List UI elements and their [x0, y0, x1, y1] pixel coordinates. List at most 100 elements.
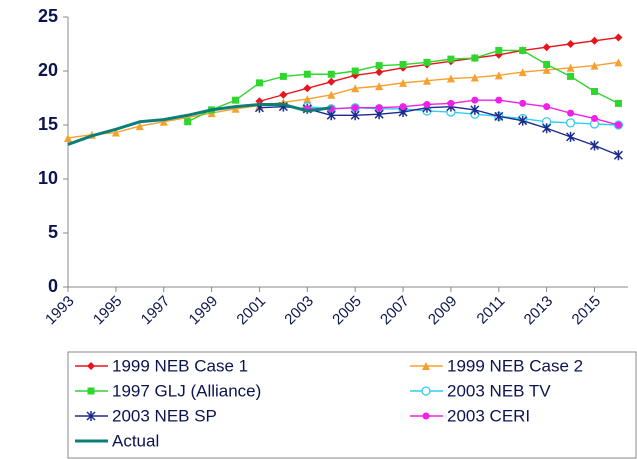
- marker: [423, 100, 431, 108]
- marker: [447, 99, 455, 107]
- marker: [590, 61, 599, 70]
- marker: [327, 70, 335, 78]
- marker: [135, 122, 144, 131]
- marker: [327, 77, 336, 86]
- series-line: [259, 105, 619, 156]
- y-tick-label: 10: [38, 168, 58, 188]
- y-tick-label: 15: [38, 114, 58, 134]
- marker: [589, 140, 600, 151]
- marker: [565, 118, 576, 128]
- marker: [470, 73, 479, 82]
- marker: [303, 84, 312, 93]
- series-line: [67, 61, 619, 139]
- x-tick-label: 2001: [233, 293, 269, 329]
- marker: [86, 411, 96, 421]
- x-tick-label: 2011: [474, 293, 509, 328]
- marker: [614, 58, 623, 67]
- marker: [423, 58, 431, 66]
- legend-label: 2003 NEB TV: [447, 381, 551, 400]
- marker: [614, 33, 623, 42]
- marker: [470, 104, 480, 115]
- marker: [446, 74, 455, 83]
- marker: [303, 70, 311, 78]
- marker: [232, 96, 240, 104]
- x-tick-label: 2009: [425, 293, 461, 329]
- legend-label: Actual: [112, 431, 159, 450]
- marker: [495, 96, 503, 104]
- marker: [447, 55, 455, 63]
- marker: [422, 412, 430, 420]
- x-tick-label: 1997: [138, 293, 174, 329]
- x-tick-label: 2013: [521, 293, 557, 329]
- x-tick-label: 1993: [42, 293, 78, 329]
- marker: [519, 99, 527, 107]
- marker: [399, 61, 407, 69]
- marker: [471, 54, 479, 62]
- marker: [375, 82, 384, 91]
- x-tick-label: 2007: [377, 293, 413, 329]
- legend-label: 1999 NEB Case 1: [112, 356, 248, 375]
- marker: [351, 84, 360, 93]
- marker: [567, 109, 575, 117]
- x-tick-label: 2005: [329, 293, 365, 329]
- marker: [542, 65, 551, 74]
- marker: [542, 123, 552, 134]
- marker: [231, 104, 240, 113]
- marker: [494, 111, 504, 122]
- marker: [566, 40, 575, 48]
- marker: [566, 131, 576, 142]
- marker: [375, 62, 383, 70]
- marker: [279, 72, 287, 80]
- marker: [543, 103, 551, 111]
- marker: [375, 104, 383, 112]
- legend-label: 1997 GLJ (Alliance): [112, 381, 261, 400]
- marker: [327, 90, 336, 99]
- marker: [421, 386, 431, 396]
- marker: [64, 133, 72, 142]
- marker: [543, 61, 551, 69]
- marker: [184, 118, 192, 126]
- marker: [590, 88, 598, 96]
- marker: [399, 78, 408, 87]
- marker: [614, 99, 622, 107]
- series-line: [307, 99, 619, 126]
- marker: [471, 96, 479, 104]
- marker: [375, 68, 384, 77]
- marker: [350, 110, 360, 121]
- marker: [303, 95, 312, 104]
- marker: [351, 67, 359, 75]
- marker: [399, 103, 407, 111]
- marker: [518, 115, 528, 126]
- marker: [614, 121, 622, 129]
- marker: [495, 46, 503, 54]
- marker: [422, 76, 431, 85]
- marker: [519, 46, 527, 54]
- x-tick-label: 1995: [90, 293, 126, 329]
- x-tick-label: 2003: [281, 293, 317, 329]
- marker: [613, 150, 623, 161]
- series-line: [259, 36, 619, 102]
- y-tick-label: 0: [48, 276, 58, 296]
- marker: [111, 128, 120, 137]
- marker: [494, 71, 503, 80]
- legend-label: 2003 CERI: [447, 406, 530, 425]
- marker: [87, 387, 95, 395]
- x-tick-label: 1999: [186, 293, 222, 329]
- marker: [518, 68, 527, 77]
- marker: [542, 43, 551, 52]
- marker: [351, 104, 359, 112]
- marker: [255, 79, 263, 87]
- marker: [87, 362, 95, 370]
- y-tick-label: 20: [38, 60, 58, 80]
- marker: [567, 72, 575, 80]
- marker: [279, 90, 288, 99]
- x-tick-label: 2015: [569, 293, 605, 329]
- y-tick-label: 25: [38, 6, 58, 26]
- legend-label: 1999 NEB Case 2: [447, 356, 583, 375]
- marker: [566, 63, 575, 72]
- legend-label: 2003 NEB SP: [112, 406, 217, 425]
- marker: [422, 362, 430, 370]
- marker: [159, 117, 168, 126]
- marker: [590, 115, 598, 123]
